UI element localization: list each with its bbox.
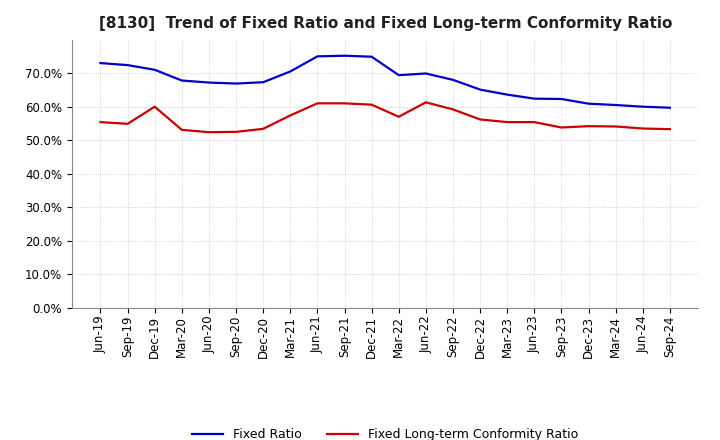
Fixed Ratio [178,78,186,83]
Fixed Long-term Conformity Ratio [639,126,647,131]
Fixed Ratio [584,101,593,106]
Fixed Long-term Conformity Ratio [611,124,620,129]
Fixed Long-term Conformity Ratio [178,127,186,132]
Fixed Long-term Conformity Ratio [395,114,403,119]
Fixed Long-term Conformity Ratio [503,120,511,125]
Fixed Long-term Conformity Ratio [150,104,159,109]
Fixed Ratio [259,80,268,85]
Fixed Long-term Conformity Ratio [449,107,457,112]
Fixed Long-term Conformity Ratio [476,117,485,122]
Line: Fixed Long-term Conformity Ratio: Fixed Long-term Conformity Ratio [101,103,670,132]
Fixed Long-term Conformity Ratio [286,113,294,118]
Fixed Long-term Conformity Ratio [530,120,539,125]
Fixed Ratio [150,67,159,73]
Fixed Ratio [665,105,674,110]
Fixed Long-term Conformity Ratio [259,126,268,132]
Fixed Ratio [449,77,457,82]
Fixed Ratio [96,60,105,66]
Fixed Long-term Conformity Ratio [341,101,349,106]
Title: [8130]  Trend of Fixed Ratio and Fixed Long-term Conformity Ratio: [8130] Trend of Fixed Ratio and Fixed Lo… [99,16,672,32]
Fixed Ratio [530,96,539,101]
Fixed Ratio [204,80,213,85]
Fixed Long-term Conformity Ratio [313,101,322,106]
Fixed Ratio [123,62,132,68]
Fixed Long-term Conformity Ratio [367,102,376,107]
Fixed Ratio [341,53,349,59]
Fixed Long-term Conformity Ratio [421,100,430,105]
Fixed Long-term Conformity Ratio [204,129,213,135]
Fixed Ratio [611,103,620,108]
Fixed Long-term Conformity Ratio [123,121,132,126]
Line: Fixed Ratio: Fixed Ratio [101,56,670,108]
Fixed Ratio [503,92,511,97]
Fixed Long-term Conformity Ratio [557,125,566,130]
Fixed Ratio [232,81,240,86]
Fixed Ratio [476,87,485,92]
Fixed Long-term Conformity Ratio [96,120,105,125]
Fixed Ratio [313,54,322,59]
Fixed Ratio [286,69,294,74]
Legend: Fixed Ratio, Fixed Long-term Conformity Ratio: Fixed Ratio, Fixed Long-term Conformity … [192,428,578,440]
Fixed Ratio [395,73,403,78]
Fixed Long-term Conformity Ratio [584,124,593,129]
Fixed Ratio [367,54,376,59]
Fixed Ratio [557,96,566,102]
Fixed Ratio [639,104,647,109]
Fixed Ratio [421,71,430,76]
Fixed Long-term Conformity Ratio [665,127,674,132]
Fixed Long-term Conformity Ratio [232,129,240,135]
